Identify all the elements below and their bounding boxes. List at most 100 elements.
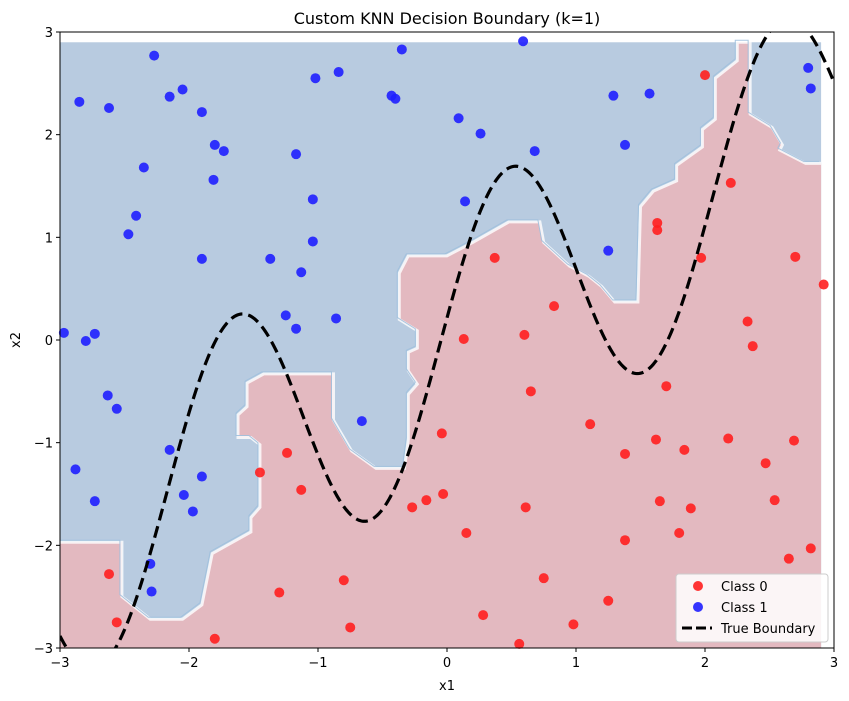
class-0-point [254, 467, 265, 478]
class-0-point [650, 434, 661, 445]
class-0-point [685, 503, 696, 514]
class-0-point [790, 251, 801, 262]
class-1-point [149, 50, 160, 61]
class-0-point [603, 595, 614, 606]
x-tick-label: 2 [701, 656, 709, 671]
class-0-point [742, 316, 753, 327]
class-1-point [138, 162, 149, 173]
x-tick-label: −2 [179, 656, 198, 671]
class-1-point [177, 84, 188, 95]
y-tick-label: 3 [45, 26, 53, 41]
class-1-point [123, 229, 134, 240]
class-0-point [549, 301, 560, 312]
class-1-point [196, 471, 207, 482]
class-1-point [333, 67, 344, 78]
class-1-point [178, 490, 189, 501]
class-1-point [164, 444, 175, 455]
class-1-point [196, 107, 207, 118]
class-1-point [265, 253, 276, 264]
class-1-point [102, 390, 113, 401]
class-0-point [585, 419, 596, 430]
class-0-point [696, 252, 707, 263]
class-1-point [131, 210, 142, 221]
x-tick-label: 1 [572, 656, 580, 671]
class-0-point [421, 495, 432, 506]
class-0-point [769, 495, 780, 506]
class-0-point [461, 528, 472, 539]
class-1-point [396, 44, 407, 55]
class-1-point [89, 496, 100, 507]
x-tick-label: −3 [50, 656, 69, 671]
class-1-point [208, 174, 219, 185]
class-0-point [458, 333, 469, 344]
class-0-point [525, 386, 536, 397]
class-0-point [436, 428, 447, 439]
data-points [70, 36, 816, 644]
class-0-point [489, 252, 500, 263]
class-1-point [529, 146, 540, 157]
class-1-point [310, 73, 321, 84]
class-1-point [390, 93, 401, 104]
class-0-point [725, 177, 736, 188]
class-0-point [338, 575, 349, 586]
y-axis-label: x2 [9, 332, 24, 348]
class-0-point [652, 225, 663, 236]
class-0-point [282, 447, 293, 458]
class-1-point [74, 96, 85, 107]
plot-area [58, 31, 835, 649]
class-1-point [475, 128, 486, 139]
x-axis-label: x1 [439, 679, 455, 694]
class-1-point [644, 88, 655, 99]
chart-title: Custom KNN Decision Boundary (k=1) [294, 9, 601, 28]
class-0-point [478, 610, 489, 621]
legend-label: True Boundary [720, 622, 816, 637]
class-0-point [783, 553, 794, 564]
class-0-point [679, 444, 690, 455]
legend-label: Class 1 [721, 601, 768, 616]
x-tick-label: 0 [443, 656, 451, 671]
class-0-point [760, 458, 771, 469]
class-1-point [89, 328, 100, 339]
class-0-point [520, 502, 531, 513]
class-1-point [307, 194, 318, 205]
class-0-point [674, 528, 685, 539]
class-0-point [104, 569, 115, 580]
class-1-point [146, 586, 157, 597]
class-1-point [111, 403, 122, 414]
class-0-point [700, 70, 710, 81]
class-1-point [460, 196, 471, 207]
class-1-point [209, 139, 220, 150]
class-0-point [519, 329, 530, 340]
legend-box [675, 573, 829, 643]
class-1-point [296, 267, 307, 278]
y-tick-label: −1 [34, 437, 53, 452]
axis-ticks: −3 −2 −1 0 1 2 3 −3 −2 −1 0 1 2 3 [34, 26, 838, 671]
region-edge [60, 40, 822, 621]
class-1-point [196, 253, 207, 264]
y-tick-label: 0 [45, 334, 53, 349]
class-1-point [291, 323, 302, 334]
class-0-point [345, 622, 356, 633]
class-0-point [654, 496, 665, 507]
class-1-point [608, 90, 619, 101]
class-1-point [603, 245, 614, 256]
class-1-point [805, 83, 816, 94]
data-points-edge [58, 279, 829, 649]
x-tick-label: 3 [830, 656, 838, 671]
class-1-point [307, 236, 318, 247]
class-0-point [661, 381, 672, 392]
class-0-point [407, 502, 418, 513]
class-1-point [291, 149, 302, 160]
class-1-point [356, 416, 367, 427]
class-0-point [514, 638, 525, 649]
class-0-point [620, 535, 631, 546]
legend: Class 0 Class 1 True Boundary [675, 573, 829, 643]
class-1-point [331, 313, 342, 324]
class-0-point [296, 484, 307, 495]
legend-marker [693, 581, 703, 591]
class-0-point [805, 543, 816, 554]
legend-label: Class 0 [721, 580, 768, 595]
class-1-point [453, 113, 464, 124]
class-0-point [723, 433, 734, 444]
